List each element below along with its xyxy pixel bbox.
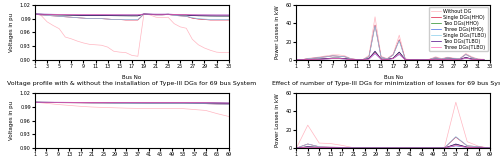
Y-axis label: Power Losses in kW: Power Losses in kW xyxy=(276,5,280,59)
Y-axis label: Power Losses in kW: Power Losses in kW xyxy=(276,94,280,147)
X-axis label: Bus No: Bus No xyxy=(384,75,403,80)
Title: Voltage profile with & without the installation of Type-III DGs for 69 bus Syste: Voltage profile with & without the insta… xyxy=(7,81,256,86)
Y-axis label: Voltages in pu: Voltages in pu xyxy=(10,101,14,140)
Title: Effect of number of Type-III DGs for minimization of losses for 69 bus System: Effect of number of Type-III DGs for min… xyxy=(272,81,500,86)
X-axis label: Bus No: Bus No xyxy=(122,75,142,80)
Y-axis label: Voltages in pu: Voltages in pu xyxy=(10,13,14,52)
Legend: Without DG, Single DGs(HHO), Two DGs(HHO), Three DGs(HHO), Single DGs(TLBO), Two: Without DG, Single DGs(HHO), Two DGs(HHO… xyxy=(430,7,488,51)
